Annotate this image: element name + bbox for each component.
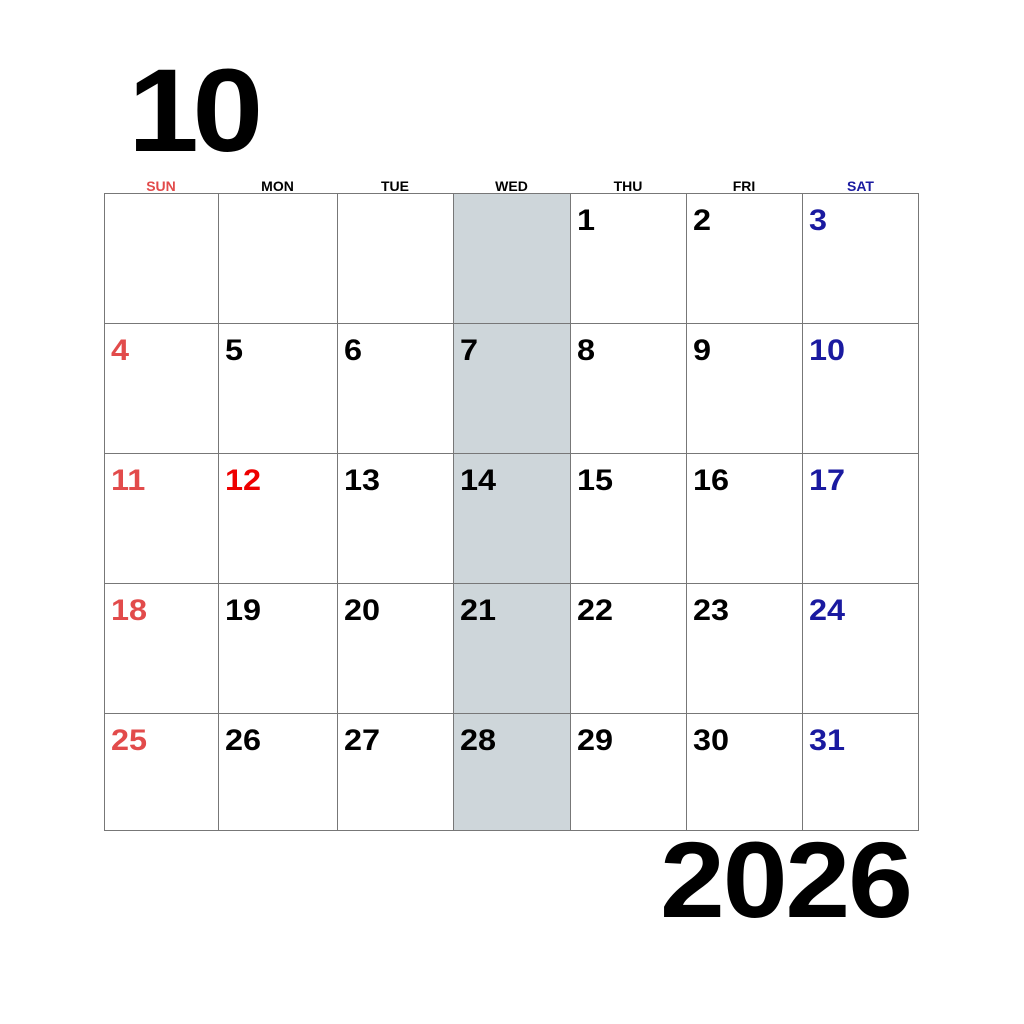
grid-horizontal-line (105, 713, 918, 714)
day-cell-number: 16 (693, 464, 730, 497)
weekday-header-row: SUN MON TUE WED THU FRI SAT (104, 178, 919, 194)
month-number: 10 (128, 45, 263, 177)
weekday-label-tue: TUE (381, 178, 409, 194)
day-cell-number: 17 (809, 464, 846, 497)
day-cell-number: 26 (225, 724, 262, 757)
day-cell-number: 29 (577, 724, 614, 757)
grid-vertical-line (570, 194, 571, 830)
day-cell-number: 3 (809, 204, 828, 237)
weekday-label-wed: WED (495, 178, 528, 194)
day-cell-number: 10 (809, 334, 846, 367)
grid-vertical-line (337, 194, 338, 830)
day-cell-number: 8 (577, 334, 596, 367)
calendar-grid: 1 2 3 4 5 6 7 8 9 10 11 12 13 14 15 16 17 18 19 20 21 22 23 24 2… (104, 193, 919, 831)
grid-vertical-line (686, 194, 687, 830)
weekday-label-sun: SUN (146, 178, 176, 194)
day-cell-number: 23 (693, 594, 730, 627)
grid-horizontal-line (105, 583, 918, 584)
weekday-label-sat: SAT (847, 178, 874, 194)
day-cell-number: 6 (344, 334, 363, 367)
day-cell-number: 7 (460, 334, 479, 367)
weekday-label-fri: FRI (732, 178, 756, 194)
day-cell-number: 22 (577, 594, 614, 627)
grid-vertical-line (218, 194, 219, 830)
weekday-label-thu: THU (613, 178, 643, 194)
day-cell-number: 20 (344, 594, 381, 627)
highlight-column (454, 194, 571, 830)
grid-vertical-line (802, 194, 803, 830)
grid-horizontal-line (105, 323, 918, 324)
weekday-label-mon: MON (261, 178, 294, 194)
day-cell-number: 5 (225, 334, 244, 367)
day-cell-number: 9 (693, 334, 712, 367)
day-cell-number: 15 (577, 464, 614, 497)
day-cell-number: 28 (460, 724, 497, 757)
day-cell-number: 30 (693, 724, 730, 757)
day-cell-number: 2 (693, 204, 712, 237)
day-cell-number: 14 (460, 464, 497, 497)
day-cell-number: 19 (225, 594, 262, 627)
year-number: 2026 (660, 819, 913, 940)
day-cell-number: 4 (111, 334, 130, 367)
day-cell-number: 12 (225, 464, 262, 497)
day-cell-number: 11 (111, 464, 146, 497)
day-cell-number: 1 (577, 204, 596, 237)
day-cell-number: 21 (460, 594, 497, 627)
day-cell-number: 27 (344, 724, 381, 757)
day-cell-number: 18 (111, 594, 148, 627)
day-cell-number: 13 (344, 464, 381, 497)
grid-vertical-line (453, 194, 454, 830)
day-cell-number: 31 (809, 724, 846, 757)
day-cell-number: 24 (809, 594, 846, 627)
day-cell-number: 25 (111, 724, 148, 757)
grid-horizontal-line (105, 453, 918, 454)
